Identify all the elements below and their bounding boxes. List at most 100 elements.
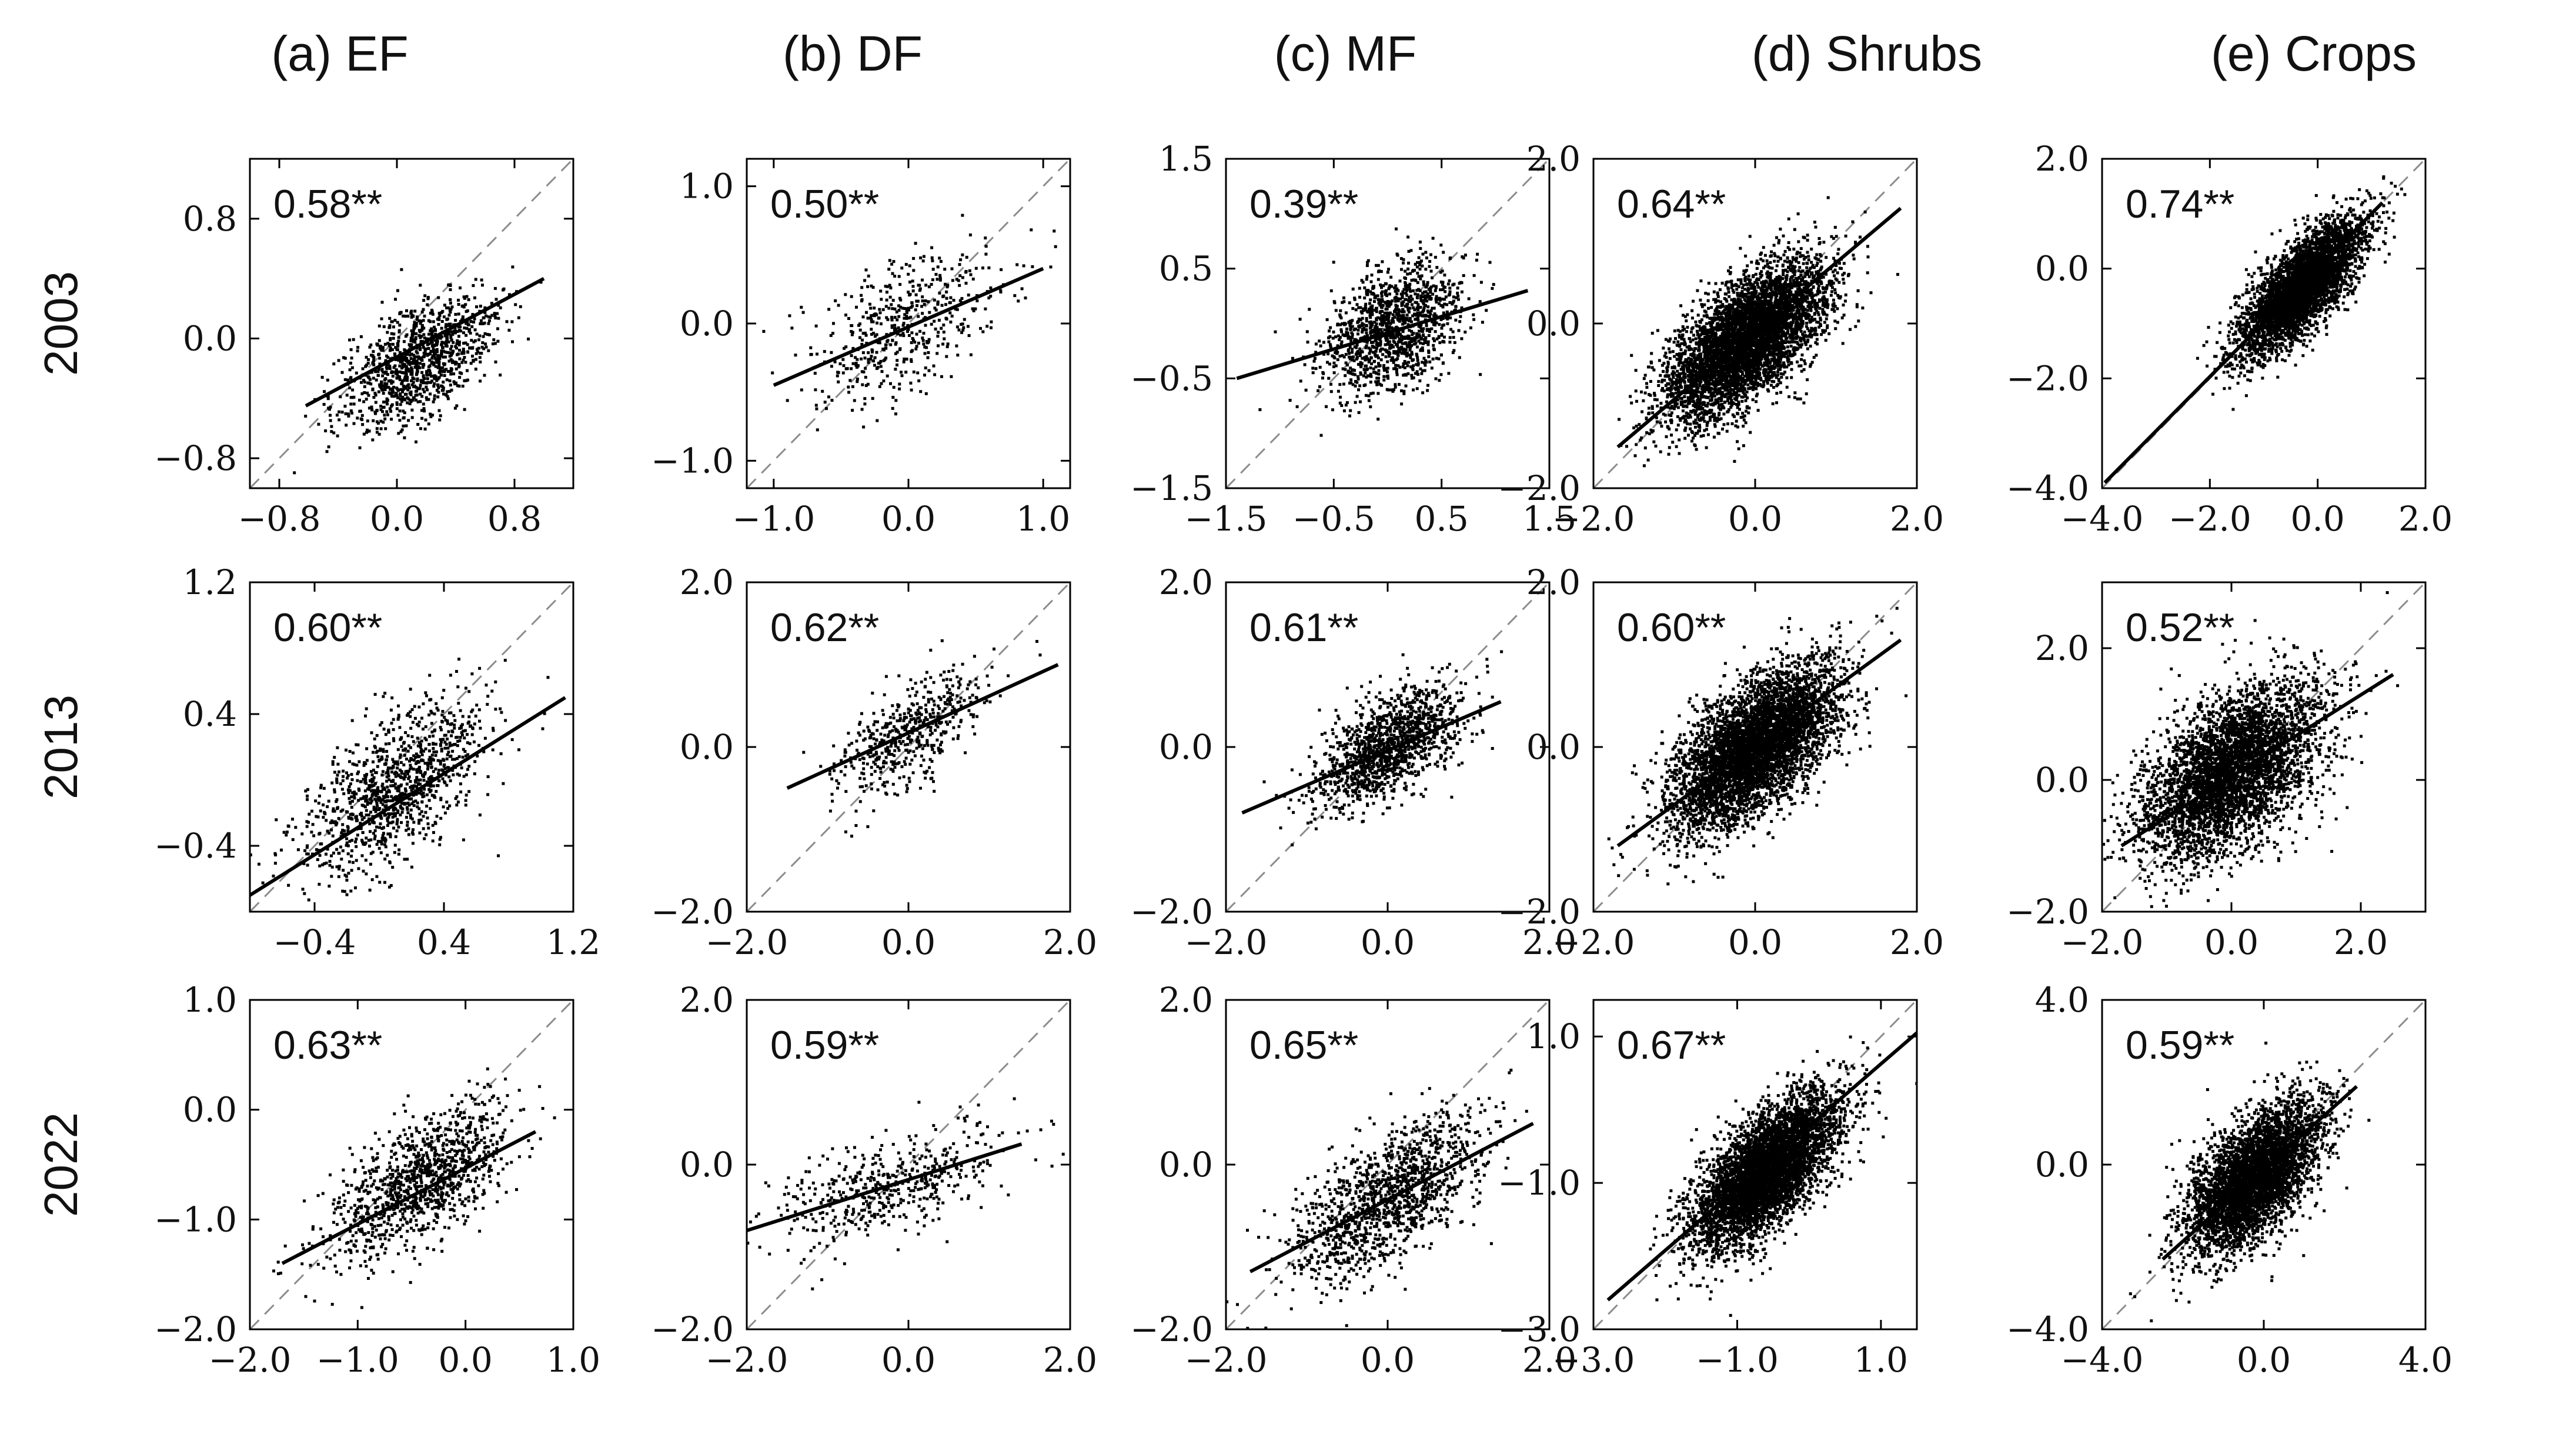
scatter-point xyxy=(1376,392,1380,395)
scatter-point xyxy=(425,373,429,377)
scatter-point xyxy=(412,362,415,365)
scatter-point xyxy=(1392,333,1395,336)
scatter-point xyxy=(490,314,494,317)
scatter-point xyxy=(893,324,897,327)
y-tick-label: −0.5 xyxy=(1130,358,1213,398)
scatter-point xyxy=(841,371,845,375)
scatter-point xyxy=(1375,383,1379,386)
scatter-point xyxy=(1479,373,1482,376)
scatter-point xyxy=(462,348,465,351)
scatter-point xyxy=(809,353,813,356)
scatter-point xyxy=(415,332,418,335)
scatter-point xyxy=(1428,315,1431,318)
scatter-point xyxy=(1404,292,1408,295)
scatter-point xyxy=(403,372,407,375)
scatter-point xyxy=(401,365,405,369)
scatter-point xyxy=(389,346,392,349)
scatter-point xyxy=(1377,362,1380,365)
scatter-point xyxy=(1441,339,1445,343)
scatter-point xyxy=(1305,330,1309,334)
scatter-point xyxy=(362,432,366,436)
scatter-point xyxy=(1295,405,1299,408)
scatter-point xyxy=(373,392,377,395)
scatter-point xyxy=(479,352,482,355)
scatter-point xyxy=(435,379,439,382)
scatter-point xyxy=(457,303,460,306)
scatter-point xyxy=(1395,252,1399,256)
scatter-point xyxy=(921,259,925,263)
scatter-point xyxy=(1665,400,1668,403)
scatter-point xyxy=(1783,310,1786,314)
scatter-point xyxy=(1693,433,1696,437)
scatter-point xyxy=(1769,383,1773,387)
scatter-point xyxy=(902,360,906,363)
scatter-point xyxy=(1422,308,1425,312)
scatter-point xyxy=(384,359,387,362)
scatter-point xyxy=(895,310,898,314)
scatter-point xyxy=(472,340,476,344)
scatter-point xyxy=(1696,354,1699,358)
scatter-point xyxy=(343,378,347,381)
scatter-point xyxy=(921,295,924,299)
scatter-point xyxy=(861,383,864,386)
scatter-point xyxy=(1321,371,1325,374)
scatter-point xyxy=(1382,284,1385,288)
scatter-point xyxy=(1329,382,1332,386)
scatter-point xyxy=(898,387,901,391)
scatter-point xyxy=(1770,291,1774,294)
scatter-point xyxy=(1380,314,1384,318)
scatter-point xyxy=(372,396,376,399)
scatter-point xyxy=(1414,318,1417,321)
scatter-point xyxy=(380,317,383,321)
scatter-point xyxy=(1476,252,1479,256)
scatter-point xyxy=(1328,362,1331,366)
scatter-point xyxy=(916,371,920,375)
scatter-point xyxy=(1379,270,1383,274)
scatter-point xyxy=(392,325,395,329)
scatter-point xyxy=(1421,391,1425,395)
scatter-point xyxy=(416,315,419,319)
scatter-point xyxy=(442,386,445,390)
scatter-point xyxy=(1365,293,1369,296)
scatter-point xyxy=(1388,322,1392,325)
scatter-point xyxy=(1388,292,1391,296)
scatter-point xyxy=(958,284,961,287)
scatter-point xyxy=(484,342,487,346)
scatter-point xyxy=(847,385,850,389)
scatter-point xyxy=(381,371,385,374)
scatter-point xyxy=(1832,270,1835,274)
scatter-point xyxy=(960,331,964,334)
scatter-point xyxy=(390,403,394,406)
scatter-point xyxy=(878,311,882,315)
scatter-point xyxy=(414,398,417,402)
scatter-point xyxy=(1718,403,1721,406)
scatter-point xyxy=(1372,329,1376,332)
scatter-point xyxy=(1382,363,1386,367)
scatter-point xyxy=(1424,296,1427,300)
scatter-point xyxy=(397,336,400,339)
scatter-point xyxy=(1336,344,1339,348)
scatter-point xyxy=(1371,351,1375,354)
scatter-point xyxy=(913,341,917,344)
scatter-point xyxy=(397,339,400,343)
scatter-point xyxy=(435,361,439,364)
scatter-point xyxy=(385,386,388,389)
scatter-point xyxy=(1334,351,1337,354)
scatter-point xyxy=(468,346,472,350)
scatter-point xyxy=(1378,364,1382,368)
scatter-point xyxy=(383,342,387,346)
scatter-point xyxy=(1699,398,1702,401)
scatter-point xyxy=(1721,427,1724,431)
scatter-point xyxy=(426,303,429,306)
scatter-point xyxy=(404,315,407,318)
scatter-point xyxy=(958,274,962,278)
scatter-point xyxy=(1706,292,1710,296)
scatter-point xyxy=(823,401,827,404)
scatter-point xyxy=(422,319,425,322)
scatter-point xyxy=(1649,428,1653,432)
scatter-point xyxy=(466,309,469,312)
scatter-point xyxy=(1632,426,1636,429)
scatter-point xyxy=(1416,315,1420,318)
scatter-point xyxy=(421,366,425,369)
scatter-point xyxy=(1419,341,1422,345)
